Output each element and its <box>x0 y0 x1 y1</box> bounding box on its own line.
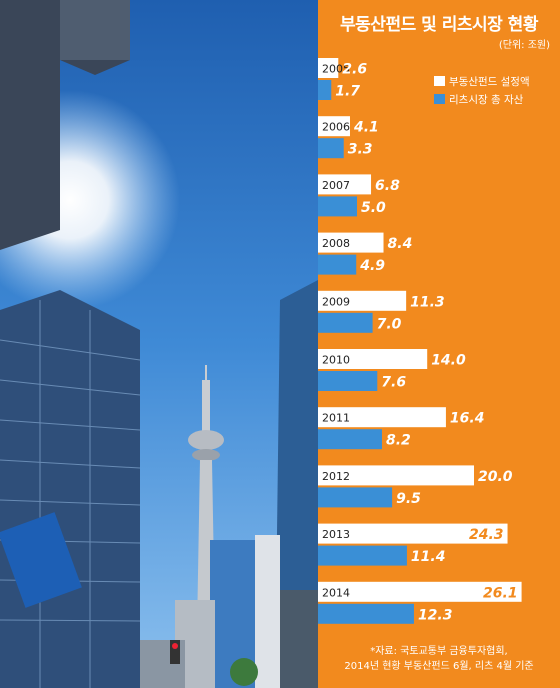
year-label-2011: 2011 <box>322 412 350 425</box>
unit-label: (단위: 조원) <box>498 40 550 51</box>
year-label-2013: 2013 <box>322 528 350 541</box>
year-label-2012: 2012 <box>322 470 350 483</box>
background-photo <box>0 0 318 688</box>
bar-reits-2005 <box>318 80 332 100</box>
chart-title: 부동산펀드 및 리츠시장 현황 <box>340 15 538 35</box>
value-label-reits-2009: 7.0 <box>377 316 402 332</box>
bar-fund-2009 <box>318 290 407 311</box>
year-label-2007: 2007 <box>322 179 350 192</box>
value-label-reits-2012: 9.5 <box>396 491 421 507</box>
bar-fund-2005 <box>318 58 339 78</box>
bar-fund-2012 <box>318 465 474 486</box>
chart-panel: 부동산펀드 및 리츠시장 현황 (단위: 조원) 부동산펀드 설정액 리츠시장 … <box>318 0 560 688</box>
value-label-reits-2013: 11.4 <box>411 549 446 565</box>
value-label-fund-2007: 6.8 <box>375 178 400 194</box>
legend-label-fund: 부동산펀드 설정액 <box>449 76 530 88</box>
value-label-fund-2006: 4.1 <box>353 120 379 136</box>
bar-fund-2013 <box>318 523 508 544</box>
source-note: *자료: 국토교통부 금융투자협회, 2014년 현황 부동산펀드 6월, 리츠… <box>318 644 560 674</box>
legend-label-reits: 리츠시장 총 자산 <box>449 94 524 106</box>
value-label-fund-2005: 2.6 <box>342 62 367 78</box>
value-label-reits-2007: 5.0 <box>361 200 386 216</box>
bar-reits-2013 <box>318 545 407 566</box>
year-label-2010: 2010 <box>322 354 350 367</box>
value-label-fund-2009: 11.3 <box>410 294 445 310</box>
bar-reits-2009 <box>318 312 373 333</box>
sky-tower <box>202 380 210 470</box>
bar-reits-2006 <box>318 138 344 159</box>
city-skyline-photo <box>0 0 318 688</box>
value-label-reits-2010: 7.6 <box>381 375 406 391</box>
value-label-fund-2008: 8.4 <box>388 236 413 252</box>
source-line-1: *자료: 국토교통부 금융투자협회, <box>370 646 508 657</box>
legend-item-reits: 리츠시장 총 자산 <box>434 92 523 107</box>
year-label-2009: 2009 <box>322 295 350 308</box>
bar-reits-2014 <box>318 603 414 624</box>
bar-fund-2007 <box>318 174 372 195</box>
bar-reits-2012 <box>318 487 393 508</box>
legend-swatch-reits <box>434 94 445 104</box>
value-label-reits-2011: 8.2 <box>386 433 411 449</box>
bar-fund-2011 <box>318 407 446 428</box>
value-label-reits-2008: 4.9 <box>359 258 385 274</box>
value-label-reits-2005: 1.7 <box>335 84 360 100</box>
value-label-fund-2010: 14.0 <box>431 353 466 369</box>
value-label-reits-2006: 3.3 <box>348 142 373 158</box>
bar-fund-2010 <box>318 349 428 369</box>
legend-item-fund: 부동산펀드 설정액 <box>434 74 530 89</box>
year-label-2005: 2005 <box>322 63 350 76</box>
value-label-fund-2011: 16.4 <box>450 411 485 427</box>
bar-reits-2011 <box>318 429 382 450</box>
bar-fund-2006 <box>318 116 350 137</box>
year-label-2008: 2008 <box>322 237 350 250</box>
bar-fund-2014 <box>318 581 522 602</box>
legend-swatch-fund <box>434 76 445 86</box>
value-label-fund-2014: 26.1 <box>483 585 518 601</box>
year-label-2006: 2006 <box>322 121 350 134</box>
value-label-fund-2013: 24.3 <box>469 527 504 543</box>
bar-fund-2008 <box>318 232 384 253</box>
year-label-2014: 2014 <box>322 586 350 599</box>
source-line-2: 2014년 현황 부동산펀드 6월, 리츠 4월 기준 <box>344 661 534 672</box>
value-label-reits-2014: 12.3 <box>418 607 453 623</box>
right-tower <box>275 280 318 688</box>
bar-reits-2008 <box>318 254 357 275</box>
value-label-fund-2012: 20.0 <box>478 469 513 485</box>
bar-reits-2010 <box>318 371 378 391</box>
bar-reits-2007 <box>318 196 357 217</box>
